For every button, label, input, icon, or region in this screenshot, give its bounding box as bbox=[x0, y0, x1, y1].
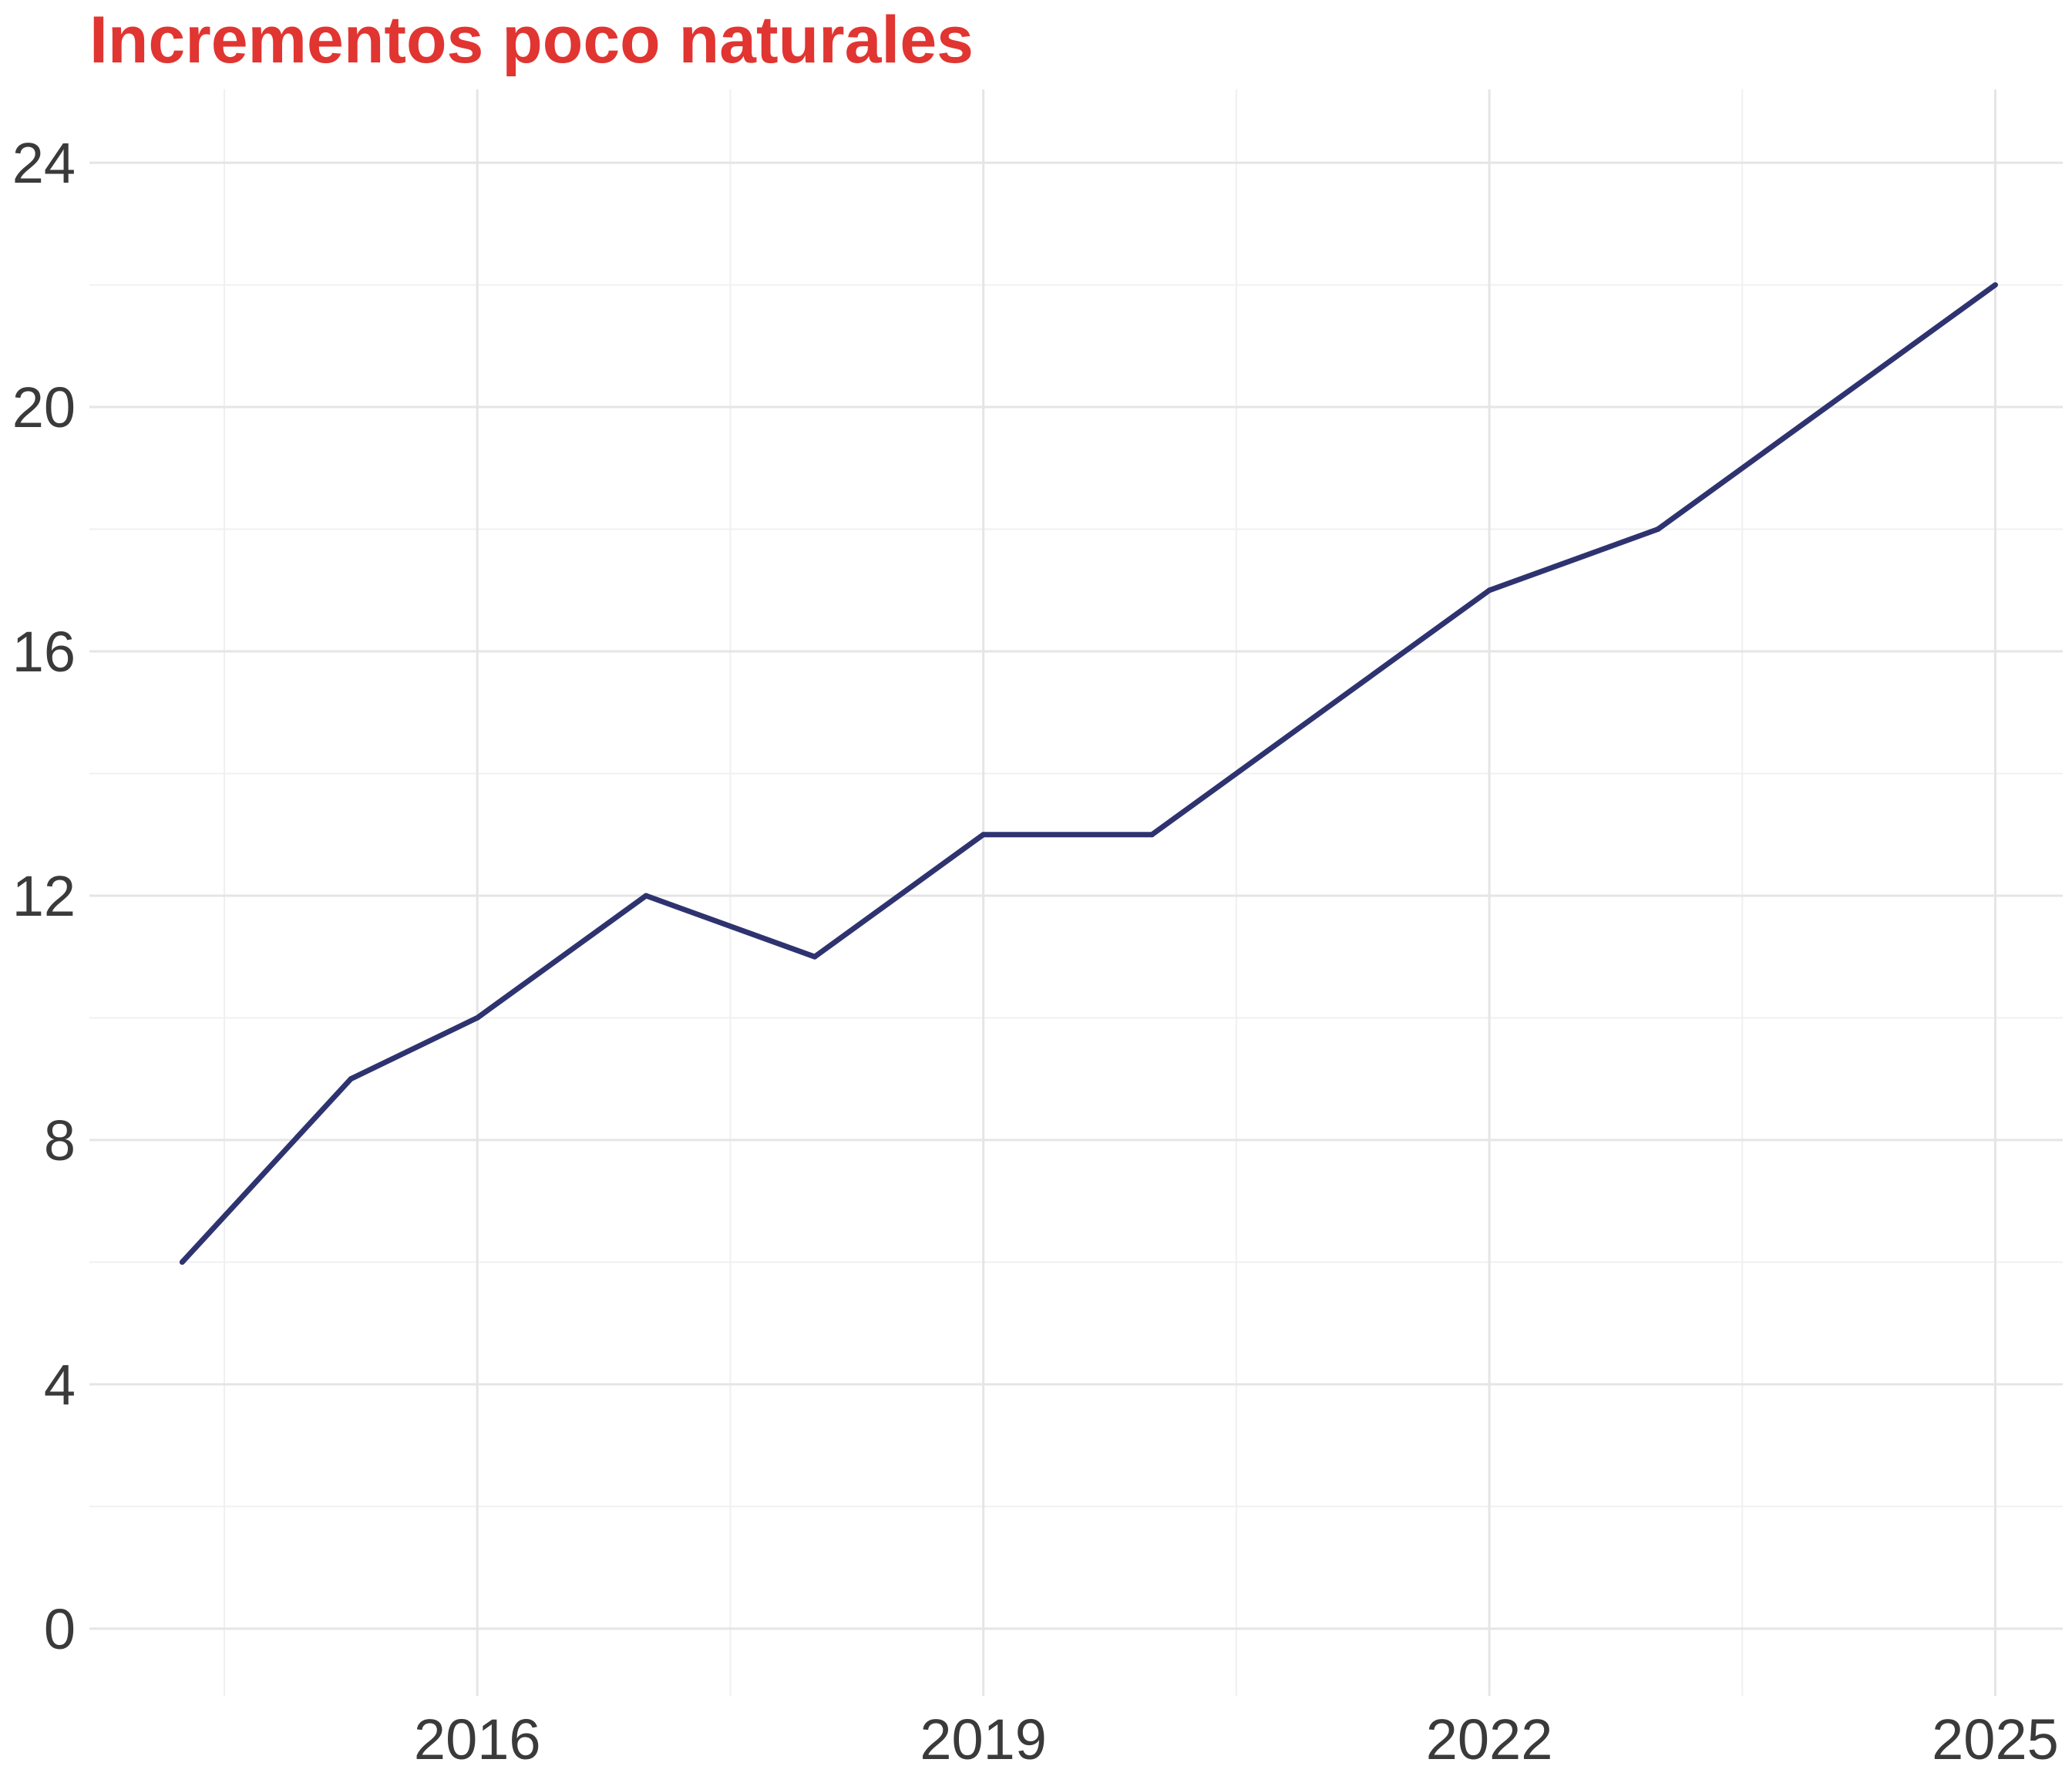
minor-gridlines bbox=[89, 89, 2063, 1696]
x-axis-tick-labels: 2016 2019 2022 2025 bbox=[414, 1707, 2059, 1771]
y-tick-label: 16 bbox=[12, 620, 76, 684]
y-tick-label: 24 bbox=[12, 131, 76, 195]
data-point bbox=[812, 954, 818, 960]
major-gridlines bbox=[89, 89, 2063, 1696]
y-tick-label: 4 bbox=[44, 1353, 76, 1417]
x-tick-label: 2022 bbox=[1426, 1707, 1553, 1771]
series-group bbox=[179, 282, 1998, 1265]
data-point bbox=[474, 1014, 480, 1021]
y-tick-label: 12 bbox=[12, 864, 76, 928]
series-line bbox=[180, 282, 1997, 1264]
y-axis-tick-labels: 0 4 8 12 16 20 24 bbox=[12, 131, 76, 1661]
x-tick-label: 2025 bbox=[1932, 1707, 2059, 1771]
x-tick-label: 2019 bbox=[920, 1707, 1047, 1771]
data-point bbox=[1486, 587, 1492, 594]
data-point bbox=[1317, 709, 1324, 715]
y-tick-label: 0 bbox=[44, 1597, 76, 1661]
data-point bbox=[179, 1259, 185, 1265]
x-tick-label: 2016 bbox=[414, 1707, 541, 1771]
chart-title: Incrementos poco naturales bbox=[89, 3, 974, 77]
data-point bbox=[1824, 404, 1830, 410]
y-tick-label: 20 bbox=[12, 375, 76, 439]
data-point bbox=[1992, 282, 1998, 288]
data-point bbox=[1655, 526, 1661, 533]
data-point bbox=[643, 893, 649, 899]
data-point bbox=[980, 832, 987, 838]
y-tick-label: 8 bbox=[44, 1108, 76, 1172]
data-point bbox=[348, 1076, 354, 1082]
data-point bbox=[1149, 832, 1155, 838]
